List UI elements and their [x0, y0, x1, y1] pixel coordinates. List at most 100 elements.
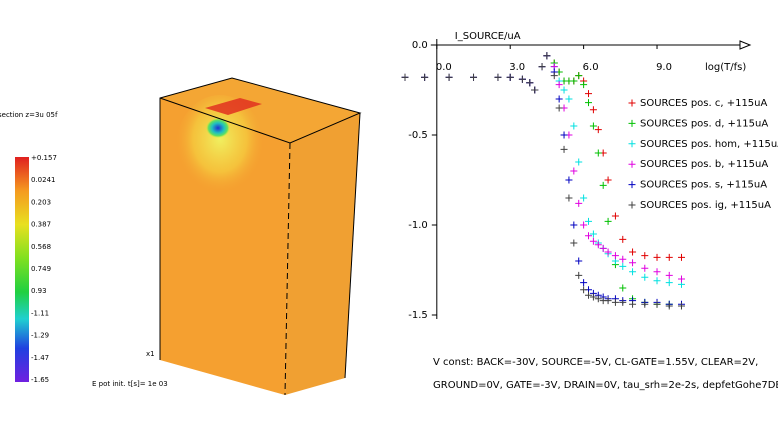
marker	[599, 244, 607, 252]
marker	[611, 212, 619, 220]
marker	[594, 241, 602, 249]
legend-marker	[628, 99, 636, 107]
marker	[538, 63, 546, 71]
marker	[555, 81, 563, 89]
marker	[570, 239, 578, 247]
marker	[629, 248, 637, 256]
colorbar-label: 0.568	[31, 243, 51, 251]
marker	[629, 300, 637, 308]
marker	[677, 275, 685, 283]
marker	[665, 302, 673, 310]
marker	[560, 145, 568, 153]
marker	[653, 253, 661, 261]
marker	[611, 298, 619, 306]
legend-label: SOURCES pos. d, +115uA	[640, 118, 768, 129]
marker	[580, 194, 588, 202]
marker	[575, 257, 583, 265]
legend-marker	[628, 140, 636, 148]
marker	[555, 104, 563, 112]
marker	[619, 284, 627, 292]
marker	[641, 273, 649, 281]
marker	[585, 291, 593, 299]
box-edge-dashed	[284, 142, 291, 396]
marker	[594, 295, 602, 303]
marker	[604, 297, 612, 305]
marker	[585, 90, 593, 98]
marker	[653, 268, 661, 276]
y-tick-label: -0.5	[408, 130, 428, 141]
legend-marker	[628, 119, 636, 127]
legend-label: SOURCES pos. c, +115uA	[640, 98, 768, 109]
marker	[575, 199, 583, 207]
x-tick-label: 6.0	[583, 62, 599, 73]
marker	[543, 52, 551, 60]
box-edge	[344, 112, 361, 379]
note: V const: BACK=-30V, SOURCE=-5V, CL-GATE=…	[433, 357, 758, 368]
marker	[560, 131, 568, 139]
chart: I_SOURCE/uA log(T/fs) 0.0 -0.5 -1.0 -1.5 0.0 3.…	[401, 31, 778, 391]
marker	[677, 253, 685, 261]
marker	[531, 86, 539, 94]
axis-label: x1	[146, 350, 155, 358]
marker	[518, 75, 526, 83]
colorbar-label: +0.157	[31, 154, 57, 162]
colorbar-label: 0.749	[31, 265, 51, 273]
marker	[401, 73, 409, 81]
marker	[653, 300, 661, 308]
marker	[570, 77, 578, 85]
marker	[629, 268, 637, 276]
x-axis-arrow	[739, 40, 752, 50]
marker	[589, 122, 597, 130]
colorbar-label: 0.387	[31, 221, 51, 229]
marker	[589, 230, 597, 238]
marker	[619, 255, 627, 263]
marker	[619, 235, 627, 243]
marker	[604, 176, 612, 184]
box-top	[160, 78, 360, 143]
colorbar-label: 0.0241	[31, 176, 56, 184]
marker	[629, 259, 637, 267]
marker	[445, 73, 453, 81]
x-axis-label: log(T/fs)	[705, 62, 746, 73]
marker	[599, 181, 607, 189]
x-tick-label: 9.0	[656, 62, 672, 73]
legend-label: SOURCES pos. ig, +115uA	[640, 200, 771, 211]
box-edges	[159, 77, 362, 360]
simulation-panel: section z=3u 05f E pot init. t[s]= 1e 03…	[0, 77, 362, 396]
marker	[565, 194, 573, 202]
marker	[641, 252, 649, 260]
marker	[565, 95, 573, 103]
legend-label: SOURCES pos. hom, +115uA	[640, 139, 778, 150]
marker	[421, 73, 429, 81]
marker	[575, 158, 583, 166]
marker	[560, 86, 568, 94]
marker	[570, 221, 578, 229]
marker	[550, 72, 558, 80]
potential-halo	[175, 95, 265, 205]
marker	[604, 248, 612, 256]
marker	[470, 73, 478, 81]
y-axis-label: I_SOURCE/uA	[455, 31, 521, 42]
gate-spot	[205, 98, 262, 115]
marker	[585, 217, 593, 225]
marker	[665, 271, 673, 279]
marker	[589, 293, 597, 301]
marker	[506, 73, 514, 81]
marker	[570, 122, 578, 130]
marker	[589, 237, 597, 245]
legend-marker	[628, 201, 636, 209]
legend-label: SOURCES pos. b, +115uA	[640, 159, 768, 170]
marker	[555, 95, 563, 103]
note: GROUND=0V, GATE=-3V, DRAIN=0V, tau_srh=2…	[433, 380, 778, 391]
marker	[619, 298, 627, 306]
y-tick-label: -1.0	[408, 220, 428, 231]
colorbar	[15, 157, 29, 382]
marker	[585, 99, 593, 107]
y-tick-label: 0.0	[412, 40, 428, 51]
colorbar-label: -1.29	[31, 332, 49, 340]
marker	[594, 149, 602, 157]
marker	[653, 277, 661, 285]
marker	[665, 279, 673, 287]
marker	[580, 286, 588, 294]
